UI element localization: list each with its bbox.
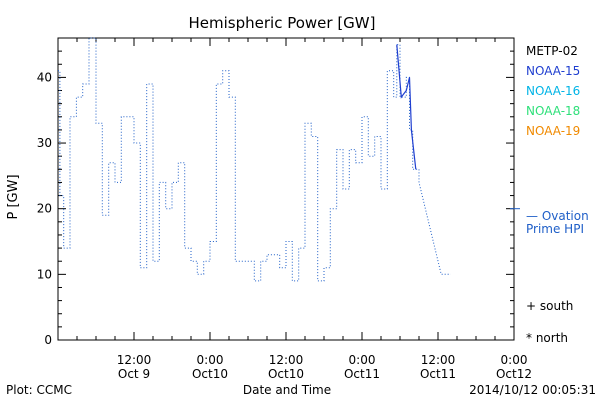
x-tick-date-label: Oct12 xyxy=(496,367,532,381)
ovation-label-line1: — Ovation xyxy=(526,209,589,223)
legend-entry: NOAA-16 xyxy=(526,84,580,98)
y-tick-label: 30 xyxy=(37,136,52,150)
north-marker-label: * north xyxy=(526,331,568,345)
y-axis-label: P [GW] xyxy=(6,174,21,219)
x-tick-date-label: Oct10 xyxy=(268,367,304,381)
ovation-prime-hpi-series-line xyxy=(58,37,451,282)
x-axis-label: Date and Time xyxy=(243,383,331,397)
x-tick-date-label: Oct11 xyxy=(420,367,456,381)
legend-entry: NOAA-15 xyxy=(526,64,580,78)
noaa-15-series-line xyxy=(396,44,417,170)
chart-title: Hemispheric Power [GW] xyxy=(189,14,376,32)
ovation-marker: — Ovation Prime HPI xyxy=(510,208,589,236)
legend-entry: NOAA-18 xyxy=(526,104,580,118)
y-tick-label: 40 xyxy=(37,70,52,84)
x-tick-date-label: Oct10 xyxy=(192,367,228,381)
ovation-label-line2: Prime HPI xyxy=(526,222,584,236)
x-tick-time-label: 0:00 xyxy=(501,353,528,367)
x-tick-time-label: 12:00 xyxy=(117,353,152,367)
footer-plot-credit: Plot: CCMC xyxy=(6,383,72,397)
plot-frame xyxy=(57,37,515,341)
y-tick-label: 10 xyxy=(37,267,52,281)
legend: METP-02 NOAA-15 NOAA-16 NOAA-18 NOAA-19 xyxy=(526,44,580,138)
x-tick-date-label: Oct 9 xyxy=(118,367,150,381)
legend-entry: NOAA-19 xyxy=(526,124,580,138)
x-tick-time-label: 12:00 xyxy=(269,353,304,367)
legend-entry: METP-02 xyxy=(526,44,578,58)
y-tick-label: 0 xyxy=(44,333,52,347)
x-tick-time-label: 0:00 xyxy=(197,353,224,367)
series-layer xyxy=(58,37,451,282)
y-axis: 0 10 20 30 40 xyxy=(37,37,514,347)
x-tick-time-label: 12:00 xyxy=(421,353,456,367)
footer-timestamp: 2014/10/12 00:05:31 xyxy=(469,383,596,397)
y-tick-label: 20 xyxy=(37,202,52,216)
south-marker-label: + south xyxy=(526,299,573,313)
x-tick-date-label: Oct11 xyxy=(344,367,380,381)
x-tick-time-label: 0:00 xyxy=(349,353,376,367)
